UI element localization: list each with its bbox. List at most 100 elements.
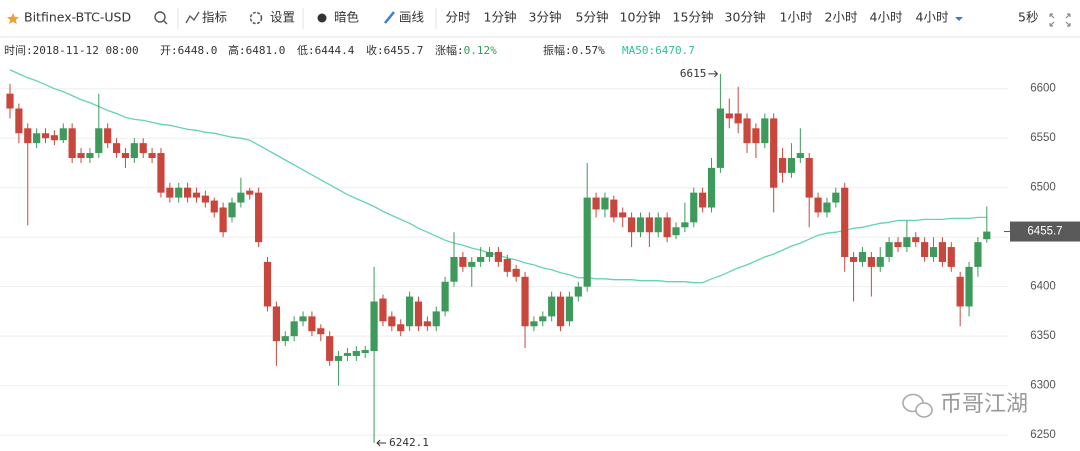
candle-body — [548, 296, 556, 317]
candle-body — [343, 352, 352, 356]
interval-button[interactable]: 分时 — [445, 10, 471, 25]
candle-body — [770, 118, 778, 188]
info-value: 2018-11-12 08:00 — [33, 44, 139, 57]
candle-body — [628, 217, 636, 233]
candle-body — [166, 187, 174, 198]
candle-body — [477, 256, 485, 262]
interval-button[interactable]: 4小时 — [870, 10, 903, 25]
candle-body — [15, 108, 23, 134]
candle-body — [796, 153, 804, 158]
candle-body — [716, 108, 724, 168]
refresh-rate[interactable]: 5秒 — [1018, 10, 1038, 25]
dropdown-caret[interactable] — [955, 17, 963, 21]
info-label: 高: — [228, 43, 246, 57]
candle-body — [59, 128, 67, 141]
info-label: 时间: — [4, 44, 33, 57]
y-tick-label: 6350 — [1030, 330, 1056, 342]
info-item: 收:6455.7 — [366, 43, 423, 57]
candle-body — [104, 128, 112, 144]
candle-body — [432, 311, 440, 327]
last-price-tag — [1010, 221, 1080, 242]
min-price-label: 6242.1 — [389, 436, 429, 449]
favorite-icon[interactable] — [7, 13, 19, 24]
fullscreen-icon[interactable] — [1049, 13, 1071, 27]
candle-body — [912, 237, 920, 243]
theme-icon — [317, 13, 327, 23]
candle-body — [157, 153, 165, 193]
candle-body — [929, 247, 938, 257]
interval-button[interactable]: 1小时 — [780, 10, 813, 25]
toolbar-button[interactable]: 设置 — [270, 10, 295, 25]
candle-body — [201, 195, 209, 203]
candle-body — [743, 118, 751, 144]
candle-body — [388, 316, 396, 327]
toolbar: Bitfinex-BTC-USD 5秒 指标 设置 暗色 画线 分时 1分钟 3分钟 5分钟 1… — [0, 0, 1080, 38]
max-price-label: 6615 — [680, 67, 707, 80]
candle-body — [539, 316, 547, 322]
candle-body — [308, 316, 316, 332]
search-icon-handle — [163, 20, 168, 25]
info-label: MA50: — [622, 44, 655, 57]
y-tick-label: 6300 — [1030, 380, 1056, 392]
candle-body — [974, 242, 982, 267]
candle-body — [983, 231, 991, 240]
search-icon[interactable] — [154, 11, 166, 23]
candle-body — [752, 128, 760, 144]
candle-body — [24, 128, 32, 144]
interval-button[interactable]: 5分钟 — [576, 10, 609, 25]
candle-body — [192, 192, 201, 198]
candle-body — [814, 197, 822, 213]
interval-button[interactable]: 30分钟 — [725, 10, 766, 25]
candle-body — [663, 217, 671, 238]
last-price-label: 6455.7 — [1027, 226, 1062, 238]
candle-body — [459, 256, 467, 267]
candle-body — [521, 276, 529, 327]
interval-button[interactable]: 4小时 — [916, 10, 949, 25]
interval-button[interactable]: 1分钟 — [484, 10, 517, 25]
candle-body — [317, 328, 325, 335]
candle-body — [592, 197, 600, 210]
candle-body — [681, 222, 689, 228]
candle-body — [619, 212, 627, 218]
info-value: 0.12% — [464, 44, 497, 57]
interval-button[interactable]: 2小时 — [825, 10, 858, 25]
candle-body — [414, 301, 423, 327]
watermark-text: 币哥江湖 — [940, 392, 1028, 417]
toolbar-button[interactable]: 画线 — [399, 10, 425, 25]
candle-body — [33, 133, 41, 144]
candle-body — [956, 276, 964, 307]
toolbar-button[interactable]: 指标 — [202, 10, 227, 25]
info-label: 开: — [160, 44, 178, 57]
candle-body — [290, 321, 298, 337]
candle-body — [494, 252, 502, 262]
toolbar-button[interactable]: 暗色 — [334, 10, 360, 25]
info-item: 振幅:0.57% — [543, 43, 605, 57]
candle-body — [139, 143, 147, 154]
candle-body — [41, 133, 50, 139]
y-tick-label: 6400 — [1030, 281, 1056, 293]
symbol[interactable]: Bitfinex-BTC-USD — [24, 10, 131, 25]
candle-body — [272, 306, 280, 342]
candle-body — [379, 298, 387, 322]
candle-body — [556, 296, 565, 327]
interval-button[interactable]: 3分钟 — [529, 10, 562, 25]
candle-body — [574, 286, 582, 297]
candle-body — [841, 187, 849, 257]
candle-body — [832, 192, 840, 203]
info-item: 开:6448.0 — [160, 44, 217, 57]
candle-body — [725, 113, 733, 119]
interval-button[interactable]: 15分钟 — [673, 10, 714, 25]
candle-body — [965, 266, 973, 307]
candle-body — [947, 247, 955, 267]
candle-body — [95, 128, 103, 154]
watermark: 币哥江湖 — [902, 392, 1028, 418]
toolbar-bg — [0, 0, 1080, 37]
candle-body — [68, 128, 76, 158]
info-item: MA50:6470.7 — [622, 44, 695, 57]
candle-body — [636, 217, 645, 233]
interval-button[interactable]: 10分钟 — [620, 10, 661, 25]
y-tick-label: 6250 — [1030, 429, 1056, 441]
info-value: 6444.4 — [315, 44, 355, 57]
info-label: 涨幅: — [435, 44, 464, 57]
